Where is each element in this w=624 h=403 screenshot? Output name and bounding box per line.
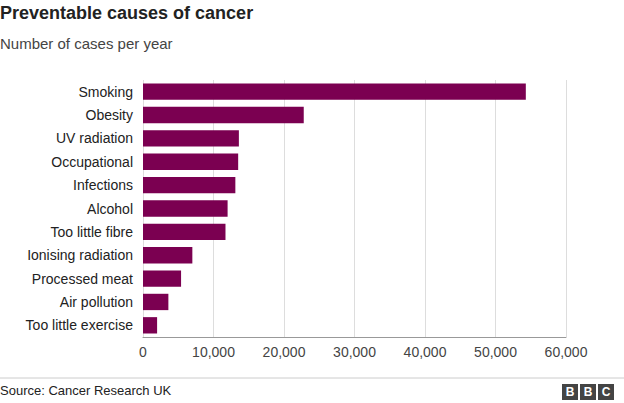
svg-text:Source: Cancer Research UK: Source: Cancer Research UK: [0, 383, 172, 398]
svg-text:40,000: 40,000: [404, 344, 447, 360]
svg-text:10,000: 10,000: [192, 344, 235, 360]
svg-text:B: B: [566, 385, 575, 399]
svg-text:B: B: [584, 385, 593, 399]
svg-text:Occupational: Occupational: [51, 154, 133, 170]
svg-text:C: C: [602, 385, 611, 399]
svg-text:0: 0: [139, 344, 147, 360]
svg-text:UV radiation: UV radiation: [56, 130, 133, 146]
svg-text:Infections: Infections: [73, 177, 133, 193]
svg-text:Too little exercise: Too little exercise: [26, 317, 134, 333]
svg-text:Smoking: Smoking: [79, 84, 133, 100]
svg-text:Number of cases per year: Number of cases per year: [0, 35, 173, 52]
svg-text:20,000: 20,000: [263, 344, 306, 360]
svg-text:Air pollution: Air pollution: [60, 294, 133, 310]
svg-text:Processed meat: Processed meat: [32, 271, 133, 287]
svg-text:Preventable causes of cancer: Preventable causes of cancer: [0, 3, 253, 23]
svg-text:50,000: 50,000: [474, 344, 517, 360]
svg-text:60,000: 60,000: [545, 344, 588, 360]
svg-text:Obesity: Obesity: [86, 107, 133, 123]
svg-text:30,000: 30,000: [333, 344, 376, 360]
svg-text:Alcohol: Alcohol: [87, 201, 133, 217]
svg-text:Ionising radiation: Ionising radiation: [27, 247, 133, 263]
svg-text:Too little fibre: Too little fibre: [51, 224, 134, 240]
